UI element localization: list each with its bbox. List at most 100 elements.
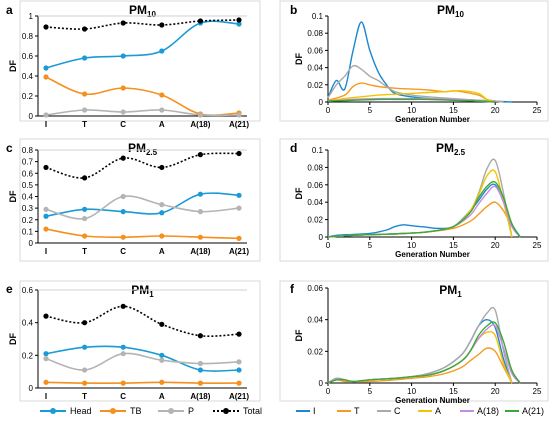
- data-point: [236, 150, 242, 157]
- y-tick-label: 0.04: [307, 64, 323, 73]
- data-point: [159, 357, 165, 363]
- data-point: [236, 21, 242, 27]
- y-tick-label: 0: [319, 233, 324, 242]
- series-total: [43, 150, 242, 181]
- series-line: [327, 64, 504, 103]
- series-t: [327, 347, 513, 384]
- legend-item: A: [418, 406, 441, 416]
- y-tick-label: 0.5: [22, 181, 34, 190]
- data-point: [236, 205, 242, 211]
- data-point: [43, 74, 49, 80]
- data-point: [82, 26, 88, 32]
- data-point: [120, 351, 126, 357]
- series-line: [327, 90, 496, 103]
- panel-letter: e: [6, 282, 13, 296]
- data-point: [120, 344, 126, 350]
- legend-swatch-marker: [50, 408, 56, 414]
- data-point: [197, 234, 203, 240]
- panel-a: a PM10 0 0.2 0.4 0.6 0.8 1 DF I T C A A(18) A(21): [6, 0, 261, 129]
- x-tick-label: A(21): [229, 392, 249, 401]
- series-a18: [327, 185, 521, 238]
- series-line: [45, 76, 240, 116]
- data-point: [82, 233, 88, 239]
- panel-letter: f: [290, 282, 295, 296]
- panel-frame: [279, 280, 549, 402]
- data-point: [159, 321, 165, 327]
- data-point: [197, 333, 203, 339]
- y-axis-label: DF: [294, 53, 304, 65]
- y-tick-label: 0.08: [307, 163, 323, 172]
- data-point: [82, 380, 88, 386]
- data-point: [43, 351, 49, 357]
- panel-letter: d: [290, 141, 297, 155]
- y-axis-label: DF: [294, 187, 304, 199]
- y-tick-label: 0.8: [22, 32, 34, 41]
- data-point: [197, 152, 203, 158]
- x-tick-label: C: [120, 392, 126, 401]
- series-a21: [327, 98, 496, 103]
- series-p: [43, 107, 242, 118]
- y-tick-label: 0.04: [307, 316, 323, 325]
- panel-title: PM1: [439, 283, 462, 299]
- x-tick-label: 15: [449, 241, 458, 250]
- data-point: [159, 164, 165, 171]
- x-tick-label: 5: [368, 106, 373, 115]
- series-head: [43, 20, 242, 71]
- x-tick-label: 0: [326, 241, 331, 250]
- data-point: [120, 234, 126, 240]
- data-point: [120, 109, 126, 115]
- data-point: [43, 356, 49, 362]
- series-total: [43, 17, 242, 32]
- x-tick-label: 0: [326, 387, 331, 396]
- series-a: [327, 90, 496, 103]
- legend-left: Head TB P Total: [40, 406, 262, 416]
- data-point: [82, 107, 88, 113]
- y-tick-label: 1: [29, 12, 34, 21]
- data-point: [159, 22, 165, 28]
- series-c: [327, 158, 513, 238]
- panel-frame: [19, 280, 261, 402]
- series-line: [45, 20, 240, 69]
- y-tick-label: 0: [29, 112, 34, 121]
- series-tb: [43, 226, 242, 241]
- y-tick-label: 0.1: [312, 12, 324, 21]
- data-point: [236, 359, 242, 365]
- x-axis-label: Generation Number: [395, 396, 470, 405]
- y-tick-label: 0.02: [307, 81, 323, 90]
- series-line: [45, 19, 240, 30]
- data-point: [159, 48, 165, 54]
- y-tick-label: 0: [319, 379, 324, 388]
- x-tick-label: 25: [533, 106, 542, 115]
- panel-title: PM10: [437, 3, 464, 19]
- data-point: [82, 344, 88, 350]
- panel-title: PM1: [131, 283, 154, 299]
- x-tick-label: A(18): [190, 120, 210, 129]
- legend-label: A(21): [522, 406, 544, 416]
- data-point: [159, 352, 165, 358]
- data-point: [82, 55, 88, 61]
- legend-swatch-marker: [168, 408, 174, 414]
- panel-c: c PM2.5 0 0.1 0.2 0.3 0.4 0.5 0.6 0.7 0.8 DF I T C A A(1…: [6, 138, 261, 262]
- y-tick-label: 0.7: [22, 158, 34, 167]
- y-tick-label: 0.6: [22, 52, 34, 61]
- data-point: [120, 85, 126, 91]
- x-tick-label: I: [45, 120, 47, 129]
- data-point: [43, 164, 49, 171]
- data-point: [159, 92, 165, 98]
- legend-item: I: [296, 406, 316, 416]
- series-line: [45, 352, 240, 371]
- panel-letter: c: [6, 141, 13, 155]
- data-point: [236, 367, 242, 373]
- series-p: [43, 193, 242, 222]
- data-point: [197, 380, 203, 386]
- series-i: [327, 183, 521, 238]
- series-a21: [327, 181, 521, 238]
- panel-title: PM2.5: [436, 141, 466, 157]
- series-c: [327, 64, 504, 103]
- data-point: [236, 380, 242, 386]
- legend-item: T: [337, 406, 360, 416]
- y-tick-label: 0.02: [307, 347, 323, 356]
- legend-label: Total: [243, 406, 262, 416]
- panel-e: e PM1 0 0.2 0.4 0.6 DF I T C A A(18) A(21): [6, 280, 261, 402]
- data-point: [159, 210, 165, 216]
